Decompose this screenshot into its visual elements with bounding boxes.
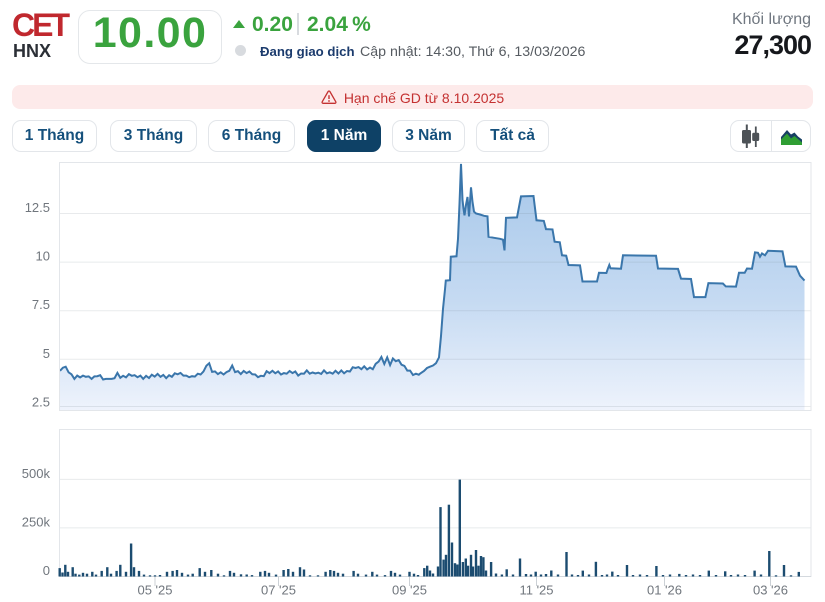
svg-text:7.5: 7.5 [32, 297, 50, 312]
svg-text:5: 5 [43, 346, 50, 361]
svg-text:09 '25: 09 '25 [392, 583, 427, 598]
svg-text:12.5: 12.5 [25, 200, 50, 215]
svg-text:0: 0 [43, 563, 50, 578]
svg-text:2.5: 2.5 [32, 394, 50, 409]
svg-text:01 '26: 01 '26 [647, 583, 682, 598]
svg-text:11 '25: 11 '25 [519, 583, 553, 598]
svg-text:10: 10 [36, 249, 50, 264]
svg-text:250k: 250k [22, 515, 51, 530]
svg-text:500k: 500k [22, 466, 51, 481]
svg-text:03 '26: 03 '26 [753, 583, 788, 598]
svg-text:07 '25: 07 '25 [261, 583, 296, 598]
svg-text:05 '25: 05 '25 [137, 583, 172, 598]
